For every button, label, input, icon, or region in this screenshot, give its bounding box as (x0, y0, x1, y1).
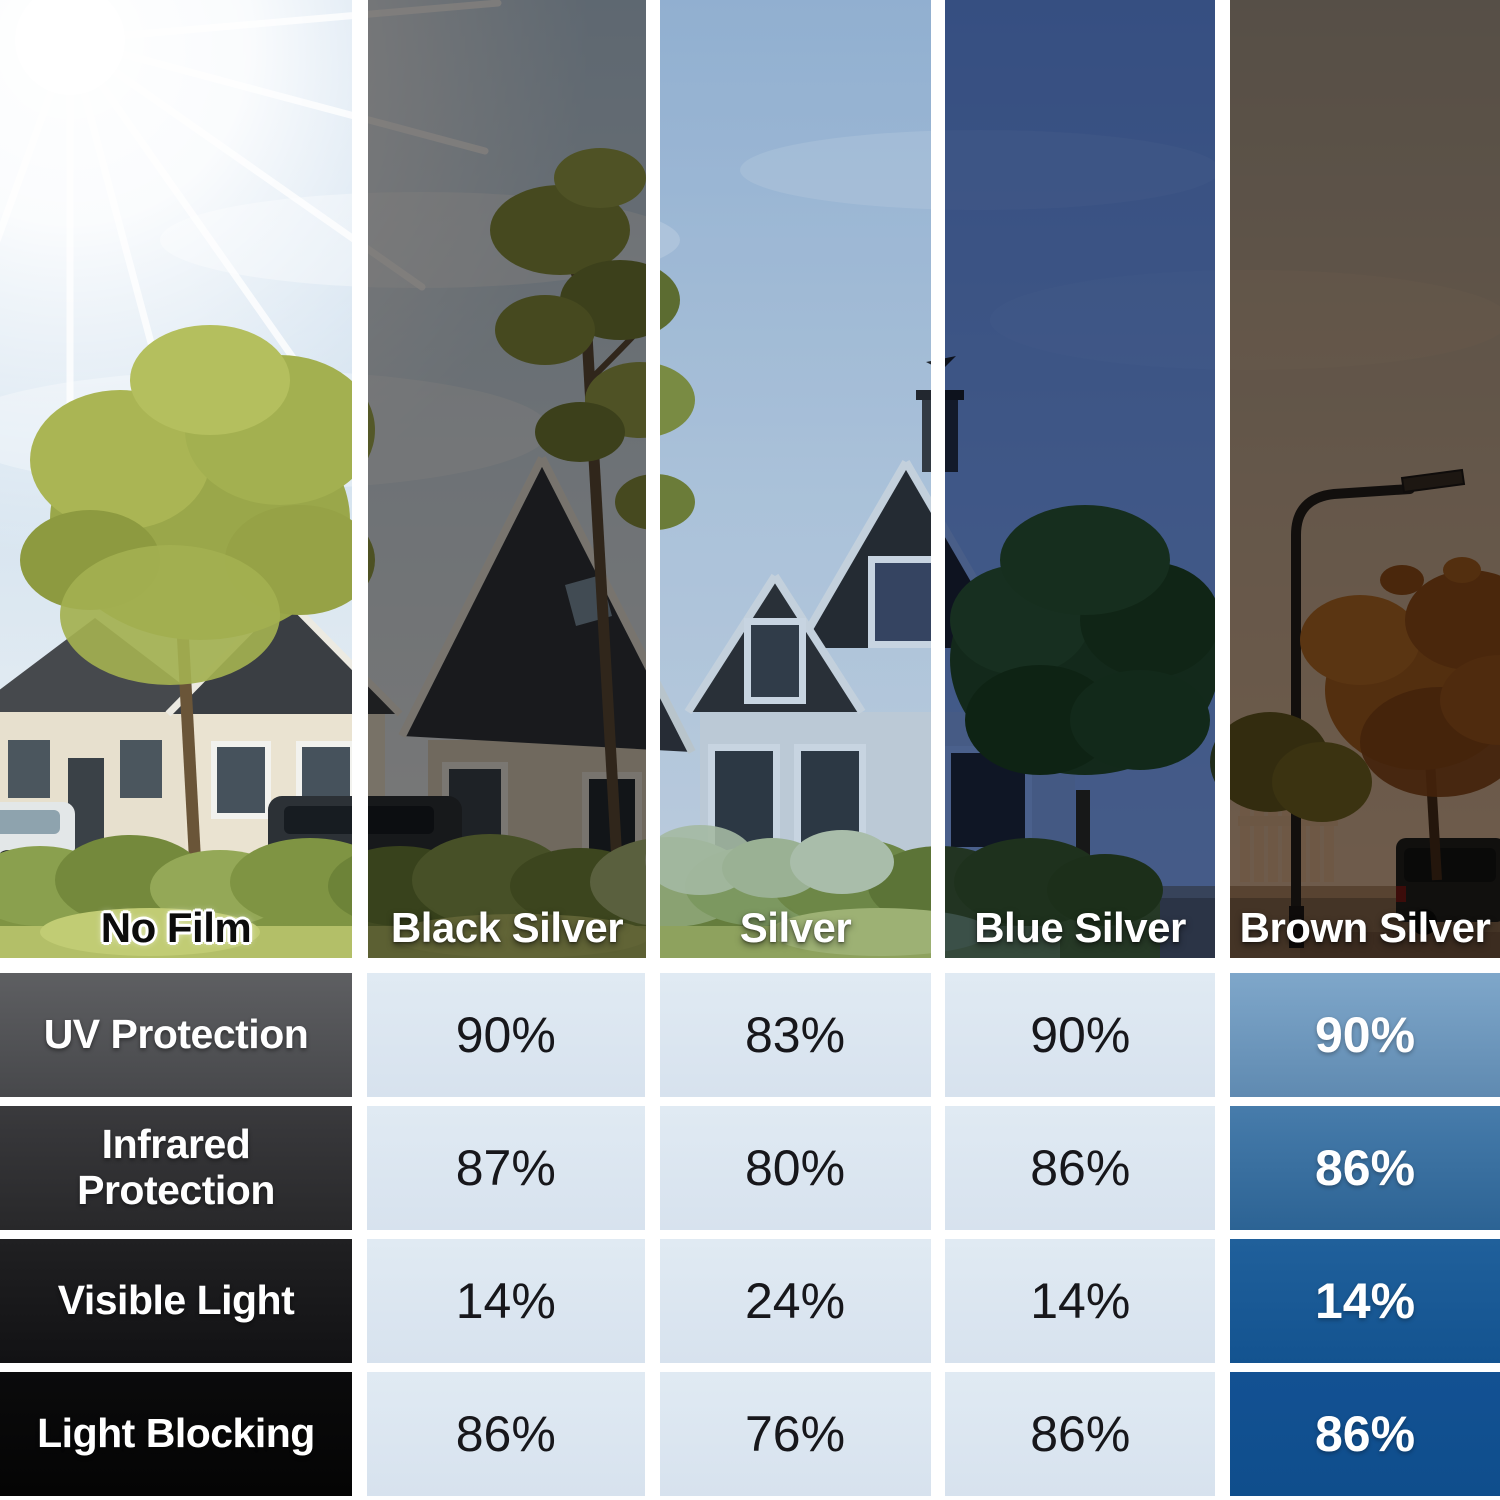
panel-label-text: Black Silver (390, 904, 624, 951)
value-text: 86% (1030, 1406, 1131, 1462)
street-scene-illustration (368, 0, 646, 958)
panel-label-silver: Silver (660, 904, 931, 952)
value-cell-ir-blue-silver: 86% (945, 1106, 1216, 1230)
panel-label-black-silver: Black Silver (368, 904, 646, 952)
panel-label-text: Silver (739, 904, 852, 951)
table-row-light-blocking: Light Blocking 86% 76% 86% 86% (0, 1372, 1500, 1496)
value-cell-vl-black-silver: 14% (366, 1239, 645, 1363)
row-label-text: Visible Light (57, 1277, 295, 1324)
row-label-light-blocking: Light Blocking (0, 1372, 352, 1496)
value-cell-lb-blue-silver: 86% (945, 1372, 1216, 1496)
panel-label-text: Brown Silver (1239, 904, 1491, 951)
row-label-text: Infrared Protection (77, 1121, 275, 1213)
street-scene-illustration (945, 0, 1215, 958)
value-cell-vl-brown-silver: 14% (1230, 1239, 1500, 1363)
panel-no-film: No Film (0, 0, 352, 958)
value-cell-vl-blue-silver: 14% (945, 1239, 1216, 1363)
value-text: 83% (744, 1007, 846, 1063)
value-cell-lb-silver: 76% (659, 1372, 931, 1496)
value-cell-uv-blue-silver: 90% (945, 973, 1216, 1097)
value-text: 86% (455, 1406, 556, 1462)
value-cell-ir-brown-silver: 86% (1230, 1106, 1500, 1230)
value-cell-lb-brown-silver: 86% (1230, 1372, 1500, 1496)
panel-label-text: Blue Silver (974, 904, 1186, 951)
panel-label-brown-silver: Brown Silver (1230, 904, 1500, 952)
table-row-visible-light: Visible Light 14% 24% 14% 14% (0, 1239, 1500, 1363)
value-text: 14% (1030, 1273, 1131, 1329)
value-text: 87% (455, 1140, 556, 1196)
value-text: 86% (1030, 1140, 1131, 1196)
panel-label-no-film: No Film (0, 904, 352, 952)
row-label-uv-protection: UV Protection (0, 973, 352, 1097)
value-cell-uv-black-silver: 90% (366, 973, 645, 1097)
photo-comparison-strip: No Film Black Silver Silver Blue Silver … (0, 0, 1500, 958)
value-text: 76% (744, 1406, 846, 1462)
row-label-text: UV Protection (43, 1011, 309, 1058)
value-text: 90% (1314, 1007, 1416, 1063)
value-text: 90% (1030, 1007, 1131, 1063)
value-text: 14% (1314, 1273, 1416, 1329)
panel-label-text: No Film (100, 904, 252, 951)
value-cell-ir-silver: 80% (659, 1106, 931, 1230)
row-label-text: Light Blocking (37, 1410, 315, 1457)
value-text: 86% (1314, 1406, 1416, 1462)
panel-black-silver: Black Silver (368, 0, 646, 958)
table-row-uv-protection: UV Protection 90% 83% 90% 90% (0, 973, 1500, 1097)
value-text: 80% (744, 1140, 846, 1196)
panel-label-blue-silver: Blue Silver (945, 904, 1215, 952)
panel-silver: Silver (660, 0, 931, 958)
value-cell-ir-black-silver: 87% (366, 1106, 645, 1230)
value-text: 90% (455, 1007, 556, 1063)
street-scene-illustration (660, 0, 931, 958)
value-text: 14% (455, 1273, 556, 1329)
value-cell-lb-black-silver: 86% (366, 1372, 645, 1496)
value-cell-uv-brown-silver: 90% (1230, 973, 1500, 1097)
value-text: 24% (744, 1273, 846, 1329)
table-row-infrared-protection: Infrared Protection 87% 80% 86% 86% (0, 1106, 1500, 1230)
panel-blue-silver: Blue Silver (945, 0, 1215, 958)
street-scene-illustration (0, 0, 352, 958)
value-text: 86% (1314, 1140, 1416, 1196)
comparison-table: UV Protection 90% 83% 90% 90% Infrared P… (0, 973, 1500, 1496)
street-scene-illustration (1230, 0, 1500, 958)
panel-brown-silver: Brown Silver (1230, 0, 1500, 958)
row-label-visible-light: Visible Light (0, 1239, 352, 1363)
row-label-infrared-protection: Infrared Protection (0, 1106, 352, 1230)
value-cell-vl-silver: 24% (659, 1239, 931, 1363)
value-cell-uv-silver: 83% (659, 973, 931, 1097)
